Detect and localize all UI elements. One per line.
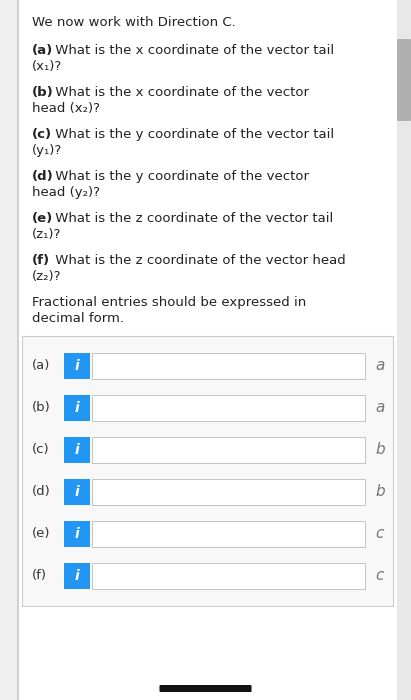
Text: (x₁)?: (x₁)? (32, 60, 62, 73)
Text: i: i (75, 527, 79, 541)
FancyBboxPatch shape (64, 563, 90, 589)
Text: Fractional entries should be expressed in: Fractional entries should be expressed i… (32, 296, 306, 309)
FancyBboxPatch shape (64, 479, 90, 505)
Text: (a): (a) (32, 44, 53, 57)
Text: i: i (75, 569, 79, 583)
FancyBboxPatch shape (159, 685, 252, 692)
FancyBboxPatch shape (92, 395, 365, 421)
Text: We now work with Direction C.: We now work with Direction C. (32, 16, 236, 29)
Text: i: i (75, 401, 79, 415)
Text: decimal form.: decimal form. (32, 312, 124, 325)
FancyBboxPatch shape (64, 437, 90, 463)
Text: (d): (d) (32, 170, 54, 183)
FancyBboxPatch shape (92, 437, 365, 463)
Text: (e): (e) (32, 212, 53, 225)
Text: b: b (375, 484, 385, 500)
FancyBboxPatch shape (64, 521, 90, 547)
Text: (c): (c) (32, 444, 50, 456)
Text: b: b (375, 442, 385, 458)
Text: a: a (375, 358, 384, 374)
Text: c: c (375, 568, 383, 584)
Text: (a): (a) (32, 360, 51, 372)
FancyBboxPatch shape (397, 0, 411, 700)
Text: (f): (f) (32, 254, 50, 267)
Text: (y₁)?: (y₁)? (32, 144, 62, 157)
Text: head (x₂)?: head (x₂)? (32, 102, 100, 115)
Text: (b): (b) (32, 402, 51, 414)
Text: (f): (f) (32, 570, 47, 582)
Text: What is the y coordinate of the vector: What is the y coordinate of the vector (51, 170, 309, 183)
Text: What is the z coordinate of the vector tail: What is the z coordinate of the vector t… (51, 212, 333, 225)
FancyBboxPatch shape (18, 0, 397, 700)
Text: i: i (75, 485, 79, 499)
Text: What is the x coordinate of the vector: What is the x coordinate of the vector (51, 86, 309, 99)
Text: (b): (b) (32, 86, 54, 99)
Text: (z₂)?: (z₂)? (32, 270, 62, 283)
Text: What is the z coordinate of the vector head: What is the z coordinate of the vector h… (51, 254, 346, 267)
Text: i: i (75, 359, 79, 373)
FancyBboxPatch shape (64, 395, 90, 421)
FancyBboxPatch shape (92, 521, 365, 547)
Text: a: a (375, 400, 384, 416)
Text: i: i (75, 443, 79, 457)
FancyBboxPatch shape (64, 353, 90, 379)
Text: What is the x coordinate of the vector tail: What is the x coordinate of the vector t… (51, 44, 334, 57)
FancyBboxPatch shape (22, 336, 393, 606)
FancyBboxPatch shape (397, 39, 411, 121)
Text: (c): (c) (32, 128, 52, 141)
Text: head (y₂)?: head (y₂)? (32, 186, 100, 199)
Text: (e): (e) (32, 528, 51, 540)
Text: c: c (375, 526, 383, 542)
Text: What is the y coordinate of the vector tail: What is the y coordinate of the vector t… (51, 128, 334, 141)
FancyBboxPatch shape (92, 563, 365, 589)
Text: (d): (d) (32, 486, 51, 498)
FancyBboxPatch shape (92, 479, 365, 505)
FancyBboxPatch shape (92, 353, 365, 379)
Text: (z₁)?: (z₁)? (32, 228, 61, 241)
